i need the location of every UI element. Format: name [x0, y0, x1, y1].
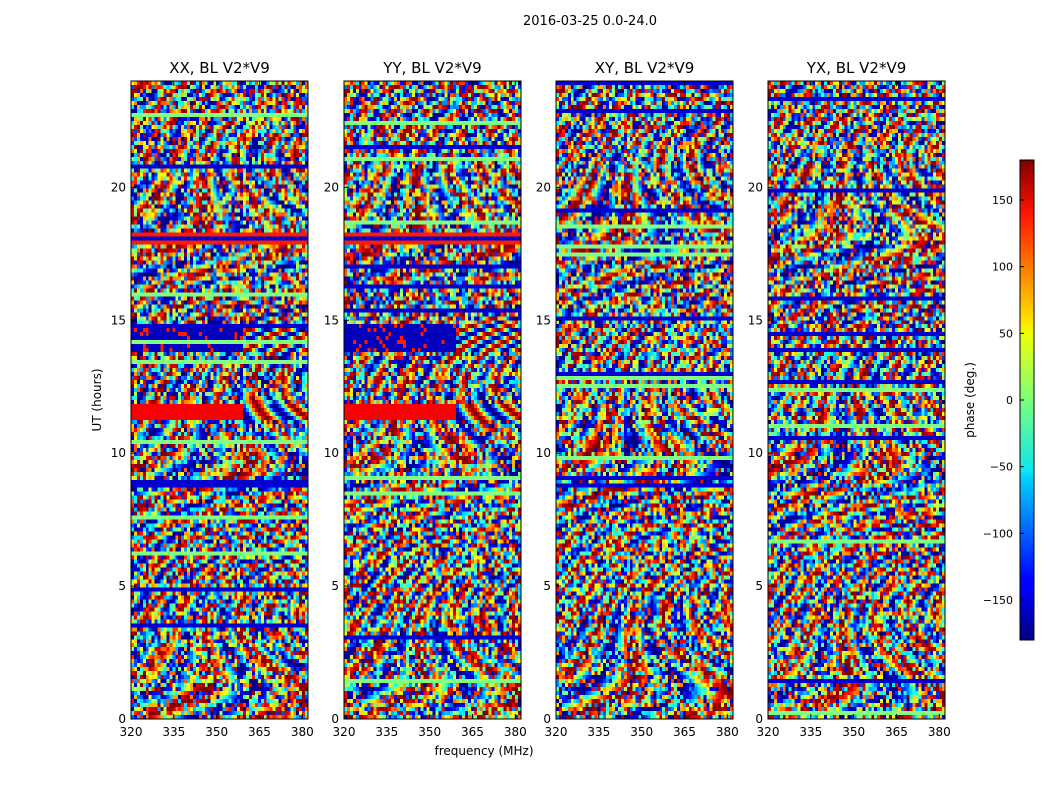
y-tick-label: 20 [111, 180, 126, 194]
panel-title: YY, BL V2*V9 [382, 59, 481, 77]
panel-title: XX, BL V2*V9 [169, 59, 270, 77]
y-tick-label: 5 [543, 579, 551, 593]
y-tick-label: 10 [748, 446, 763, 460]
axes-frame [130, 80, 309, 720]
panel-title: XY, BL V2*V9 [595, 59, 695, 77]
x-tick-label: 335 [799, 725, 822, 739]
y-tick-label: 10 [536, 446, 551, 460]
y-tick-label: 10 [324, 446, 339, 460]
figure-suptitle: 2016-03-25 0.0-24.0 [523, 14, 657, 29]
x-tick-label: 350 [630, 725, 653, 739]
colorbar-tick-label: −150 [983, 594, 1013, 607]
y-tick-label: 10 [111, 446, 126, 460]
y-tick-label: 15 [324, 313, 339, 327]
x-tick-label: 320 [757, 725, 780, 739]
panel-title: YX, BL V2*V9 [806, 59, 907, 77]
colorbar-tick-label: 0 [1006, 394, 1013, 407]
y-tick-label: 15 [111, 313, 126, 327]
x-tick-label: 320 [333, 725, 356, 739]
x-tick-label: 380 [504, 725, 527, 739]
axes-frame [555, 80, 734, 720]
heatmap-image [768, 81, 945, 719]
x-tick-label: 380 [291, 725, 314, 739]
x-tick-label: 320 [120, 725, 143, 739]
x-axis-label: frequency (MHz) [434, 744, 533, 758]
x-tick-label: 365 [461, 725, 484, 739]
x-tick-label: 380 [716, 725, 739, 739]
y-tick-label: 0 [118, 712, 126, 726]
y-tick-label: 15 [748, 313, 763, 327]
y-tick-label: 20 [748, 180, 763, 194]
colorbar-tick-label: 50 [999, 327, 1013, 340]
x-tick-label: 350 [418, 725, 441, 739]
colorbar-tick-label: 100 [992, 261, 1013, 274]
y-axis-label: UT (hours) [90, 368, 104, 431]
x-tick-label: 365 [673, 725, 696, 739]
y-tick-label: 20 [536, 180, 551, 194]
axes-frame [343, 80, 522, 720]
colorbar-tick-label: 150 [992, 194, 1013, 207]
panel-1: XX, BL V2*V9 320 335 350 365 380 0 5 10 15 20 UT (h… [90, 59, 314, 739]
y-tick-label: 0 [755, 712, 763, 726]
y-tick-label: 5 [755, 579, 763, 593]
x-tick-label: 335 [375, 725, 398, 739]
colorbar-label: phase (deg.) [963, 362, 977, 438]
heatmap-image [556, 81, 733, 719]
y-tick-label: 20 [324, 180, 339, 194]
axes-frame [767, 80, 946, 720]
x-tick-label: 380 [928, 725, 951, 739]
x-tick-label: 350 [205, 725, 228, 739]
colorbar-tick-label: −50 [990, 461, 1013, 474]
y-tick-label: 0 [331, 712, 339, 726]
x-tick-label: 365 [885, 725, 908, 739]
panel-3: XY, BL V2*V9 320 335 350 365 380 0 5 10 15 20 [536, 59, 739, 739]
y-tick-label: 5 [331, 579, 339, 593]
x-tick-label: 365 [248, 725, 271, 739]
panel-4: YX, BL V2*V9 320 335 350 365 380 0 5 10 15 20 [748, 59, 951, 739]
heatmap-image [344, 81, 521, 719]
y-tick-label: 5 [118, 579, 126, 593]
y-tick-label: 15 [536, 313, 551, 327]
panel-2: YY, BL V2*V9 320 335 350 365 380 0 5 10 15 20 frequ… [324, 59, 534, 758]
heatmap-image [131, 81, 308, 719]
x-tick-label: 335 [162, 725, 185, 739]
colorbar-tick-label: −100 [983, 527, 1013, 540]
y-tick-label: 0 [543, 712, 551, 726]
x-tick-label: 335 [587, 725, 610, 739]
x-tick-label: 350 [842, 725, 865, 739]
x-tick-label: 320 [545, 725, 568, 739]
